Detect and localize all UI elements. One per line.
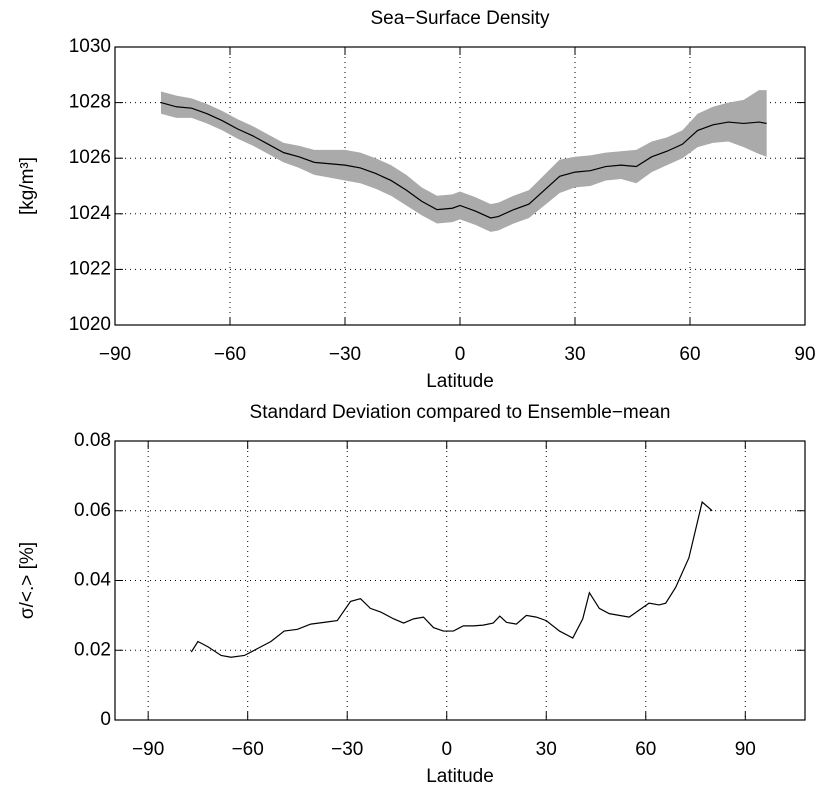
x-axis-label: Latitude [426, 371, 494, 392]
x-tick-label: −90 [132, 739, 164, 760]
y-tick-label: 1020 [69, 314, 111, 335]
x-tick-label: −90 [99, 344, 131, 365]
x-tick-label: 60 [635, 739, 656, 760]
x-tick-label: 0 [455, 344, 466, 365]
x-tick-label: −30 [331, 739, 363, 760]
plot-frame [114, 46, 806, 326]
y-tick-label: 1028 [69, 92, 111, 113]
y-tick-label: 1022 [69, 258, 111, 279]
y-axis-label: [kg/m³] [17, 157, 38, 215]
x-tick-label: −30 [329, 344, 361, 365]
chart-title: Sea−Surface Density [370, 8, 550, 29]
y-tick-label: 1026 [69, 147, 111, 168]
x-tick-label: 0 [441, 739, 452, 760]
x-tick-label: 30 [564, 344, 585, 365]
x-tick-label: −60 [214, 344, 246, 365]
y-tick-label: 1030 [69, 36, 111, 57]
x-tick-label: 90 [735, 739, 756, 760]
y-tick-label: 0.06 [74, 500, 111, 521]
x-tick-label: 90 [794, 344, 815, 365]
y-tick-label: 1024 [69, 203, 112, 224]
x-tick-label: 30 [536, 739, 557, 760]
data-line [190, 500, 713, 658]
x-tick-label: −60 [232, 739, 264, 760]
y-tick-label: 0.04 [74, 570, 111, 591]
y-tick-label: 0 [100, 709, 111, 730]
band [161, 90, 767, 232]
y-tick-label: 0.08 [74, 430, 111, 451]
y-axis-label: σ/<.> [%] [17, 542, 38, 619]
y-tick-label: 0.02 [74, 639, 111, 660]
plot-frame [114, 440, 806, 721]
chart-title: Standard Deviation compared to Ensemble−… [250, 402, 671, 423]
x-axis-label: Latitude [426, 766, 494, 787]
data-line [160, 102, 767, 219]
x-tick-label: 60 [679, 344, 700, 365]
